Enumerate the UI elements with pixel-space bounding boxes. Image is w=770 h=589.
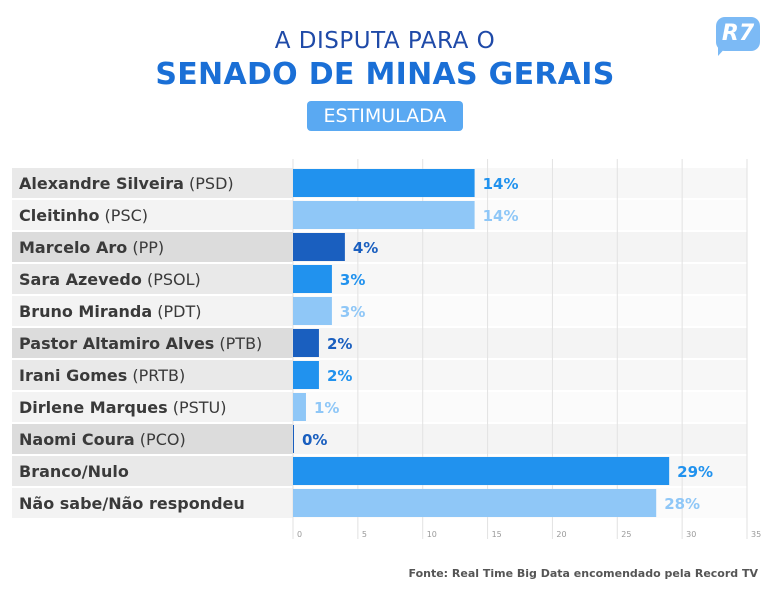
bar <box>293 393 306 421</box>
source-note: Fonte: Real Time Big Data encomendado pe… <box>408 567 759 580</box>
row-plot-background <box>293 328 747 358</box>
row-label-background <box>12 232 293 262</box>
x-tick-label: 20 <box>556 530 566 539</box>
value-label: 14% <box>483 175 519 193</box>
value-label: 3% <box>340 303 365 321</box>
title-line-2: SENADO DE MINAS GERAIS <box>155 57 615 92</box>
x-tick-label: 0 <box>297 530 302 539</box>
value-label: 29% <box>677 463 713 481</box>
party-name: (PCO) <box>135 430 186 449</box>
value-label: 1% <box>314 399 339 417</box>
candidate-name: Branco/Nulo <box>19 462 129 481</box>
bar <box>293 457 670 485</box>
bar <box>293 329 319 357</box>
row-label-background <box>12 360 293 390</box>
category-label: Sara Azevedo (PSOL) <box>19 270 201 289</box>
x-tick-label: 5 <box>362 530 367 539</box>
party-name: (PSOL) <box>142 270 201 289</box>
candidate-name: Irani Gomes <box>19 366 127 385</box>
party-name: (PSC) <box>99 206 148 225</box>
value-label: 2% <box>327 367 352 385</box>
bar <box>293 265 332 293</box>
category-label: Bruno Miranda (PDT) <box>19 302 201 321</box>
value-label: 28% <box>664 495 700 513</box>
row-label-background <box>12 488 293 518</box>
value-label: 14% <box>483 207 519 225</box>
x-tick-label: 15 <box>492 530 502 539</box>
bar <box>293 361 319 389</box>
party-name: (PP) <box>127 238 164 257</box>
r7-logo-tail <box>718 46 727 56</box>
r7-logo-icon: R7 <box>716 17 760 51</box>
bar <box>293 489 657 517</box>
category-label: Pastor Altamiro Alves (PTB) <box>19 334 262 353</box>
x-tick-label: 35 <box>751 530 761 539</box>
bar <box>293 233 345 261</box>
candidate-name: Sara Azevedo <box>19 270 142 289</box>
row-label-background <box>12 264 293 294</box>
value-label: 4% <box>353 239 378 257</box>
x-tick-label: 25 <box>621 530 631 539</box>
bar <box>293 169 475 197</box>
row-plot-background <box>293 392 747 422</box>
x-tick-label: 10 <box>427 530 437 539</box>
category-label: Marcelo Aro (PP) <box>19 238 164 257</box>
category-label: Naomi Coura (PCO) <box>19 430 186 449</box>
value-label: 3% <box>340 271 365 289</box>
candidate-name: Naomi Coura <box>19 430 135 449</box>
category-label: Alexandre Silveira (PSD) <box>19 174 234 193</box>
party-name: (PTB) <box>214 334 262 353</box>
row-label-background <box>12 328 293 358</box>
category-label: Não sabe/Não respondeu <box>19 494 245 513</box>
bar <box>293 297 332 325</box>
value-label: 0% <box>302 431 327 449</box>
poll-type-badge: ESTIMULADA <box>307 101 463 131</box>
candidate-name: Bruno Miranda <box>19 302 152 321</box>
category-label: Branco/Nulo <box>19 462 129 481</box>
candidate-name: Marcelo Aro <box>19 238 127 257</box>
x-tick-label: 30 <box>686 530 696 539</box>
candidate-name: Cleitinho <box>19 206 99 225</box>
bar <box>293 425 294 453</box>
row-plot-background <box>293 424 747 454</box>
party-name: (PDT) <box>152 302 201 321</box>
row-plot-background <box>293 232 747 262</box>
row-plot-background <box>293 264 747 294</box>
row-plot-background <box>293 360 747 390</box>
category-label: Cleitinho (PSC) <box>19 206 148 225</box>
row-label-background <box>12 424 293 454</box>
candidate-name: Alexandre Silveira <box>19 174 184 193</box>
row-label-background <box>12 200 293 230</box>
candidate-name: Dirlene Marques <box>19 398 168 417</box>
row-label-background <box>12 168 293 198</box>
candidate-name: Pastor Altamiro Alves <box>19 334 214 353</box>
candidate-name: Não sabe/Não respondeu <box>19 494 245 513</box>
category-label: Irani Gomes (PRTB) <box>19 366 185 385</box>
party-name: (PRTB) <box>127 366 185 385</box>
row-label-background <box>12 456 293 486</box>
party-name: (PSTU) <box>168 398 227 417</box>
title-line-1: A DISPUTA PARA O <box>274 28 496 54</box>
row-label-background <box>12 392 293 422</box>
row-plot-background <box>293 296 747 326</box>
value-label: 2% <box>327 335 352 353</box>
party-name: (PSD) <box>184 174 234 193</box>
bar-chart: Alexandre Silveira (PSD) 14% Cleitinho (PS… <box>12 159 761 539</box>
category-label: Dirlene Marques (PSTU) <box>19 398 227 417</box>
bar <box>293 201 475 229</box>
row-label-background <box>12 296 293 326</box>
